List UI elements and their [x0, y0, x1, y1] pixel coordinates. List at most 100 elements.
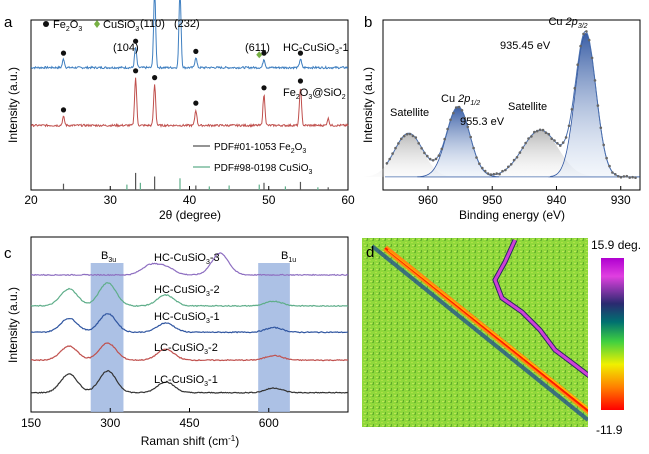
panel-a-x-ticks: 20 30 40 50 60: [24, 186, 355, 207]
panel-a-reference-bars: [62, 172, 329, 190]
raman-label-hc-3: HC-CuSiO3-3: [154, 252, 220, 266]
fe-marker: [297, 50, 304, 56]
xps-data-point: [498, 172, 501, 176]
xps-data-point: [446, 127, 449, 131]
xps-data-point: [492, 172, 496, 176]
xps-data-point: [475, 156, 478, 159]
xps-data-point: [402, 134, 406, 138]
xps-data-point: [530, 135, 533, 138]
peak-label-232: (232): [174, 18, 200, 30]
xps-data-point: [417, 142, 421, 145]
fe-marker: [193, 100, 199, 106]
xps-data-point: [457, 105, 461, 109]
xps-data-point: [550, 137, 553, 140]
panel-a-series: [30, 0, 349, 128]
fe-marker: [60, 107, 67, 113]
xps-data-point: [509, 163, 513, 166]
xps-data-point: [507, 165, 510, 169]
xps-data-point: [605, 156, 608, 160]
x-tick-label: 40: [183, 193, 197, 207]
xps-data-point: [567, 124, 571, 128]
xps-data-point: [391, 152, 394, 155]
panel-b-data-points: [385, 30, 637, 179]
xps-data-point: [564, 136, 568, 139]
xps-data-point: [625, 174, 629, 178]
peak-label-cu-2p32: Cu 2p3/2: [548, 16, 587, 30]
xps-data-point: [481, 166, 484, 170]
raman-band: [90, 263, 124, 412]
xps-data-point: [489, 173, 493, 176]
panel-b-x-ticks: 960 950 940 930: [418, 186, 631, 207]
satellite-label-right: Satellite: [508, 101, 547, 113]
raman-series-line-4: [30, 342, 348, 362]
raman-series-line-2: [30, 281, 349, 308]
xps-data-point: [472, 146, 475, 150]
band-label-b1u: B1u: [281, 250, 296, 264]
satellite-fill: [363, 133, 454, 177]
cu-legend-marker: [94, 20, 100, 28]
xps-data-point: [527, 137, 530, 140]
x-tick-label: 50: [262, 193, 276, 207]
series-label-hc-cusio3-1: HC-CuSiO3-1: [283, 42, 349, 56]
xps-data-point: [544, 131, 548, 134]
xps-data-point: [414, 136, 418, 139]
xps-data-point: [533, 130, 536, 134]
panel-c-series: [30, 252, 349, 394]
panel-a-ylabel: Intensity (a.u.): [6, 67, 20, 143]
panel-c-bands: [90, 263, 290, 412]
peak-label-cu-2p12: Cu 2p1/2: [441, 93, 480, 107]
xps-data-point: [541, 128, 545, 132]
xps-data-point: [616, 175, 620, 178]
fe-marker: [133, 38, 139, 44]
xps-data-point: [512, 158, 516, 162]
xps-data-point: [426, 154, 429, 158]
panel-a: a 20 30 40 50 60 Fe2O3 CuSiO3 (104) (110) (2…: [4, 0, 355, 222]
xps-data-point: [596, 104, 600, 107]
xps-data-point: [634, 176, 637, 179]
xps-data-point: [397, 142, 400, 145]
xps-data-point: [501, 169, 504, 173]
panel-b-frame: [382, 19, 641, 191]
xps-data-point: [622, 175, 626, 178]
xps-data-point: [449, 118, 452, 122]
panel-b-envelope: [385, 30, 640, 178]
fe-marker: [133, 68, 139, 74]
xps-data-point: [463, 116, 467, 120]
colorbar: [601, 258, 624, 410]
peak-label-611: (611): [245, 42, 270, 54]
panel-a-markers: [60, 38, 304, 113]
raman-label-lc-1: LC-CuSiO3-1: [154, 374, 218, 388]
fe-marker: [60, 50, 67, 56]
xps-data-point: [437, 154, 441, 157]
xps-data-point: [602, 143, 605, 147]
x-tick-label: 60: [341, 193, 355, 207]
xps-data-point: [573, 86, 577, 90]
raman-label-hc-2: HC-CuSiO3-2: [154, 284, 220, 298]
fe-marker: [261, 85, 267, 91]
xps-data-point: [628, 176, 631, 179]
xps-data-point: [443, 137, 447, 141]
panel-b-ylabel: Intensity (a.u.): [361, 67, 375, 143]
panel-c-x-ticks: 150 300 450 600: [21, 408, 279, 430]
x-tick-label: 20: [24, 193, 38, 207]
peak-label-104: (104): [113, 42, 139, 54]
cu-marker: [256, 51, 263, 59]
raman-series-line-1: [30, 252, 349, 277]
xps-data-point: [431, 159, 435, 162]
xps-data-point: [547, 132, 551, 136]
xps-data-point: [538, 128, 542, 132]
xps-data-point: [585, 30, 588, 33]
cu-legend-label: CuSiO3: [103, 19, 139, 33]
panel-b-peak-fills: [363, 32, 623, 178]
xps-data-point: [420, 147, 423, 150]
xps-data-point: [619, 175, 623, 179]
xps-data-point: [521, 146, 524, 149]
xps-data-point: [576, 63, 579, 66]
fe-legend-label: Fe2O3: [53, 19, 82, 33]
panel-d: d 15.9 deg. -11.9: [362, 238, 641, 437]
xps-data-point: [570, 108, 574, 111]
colorbar-min-label: -11.9: [596, 423, 623, 437]
fe-legend-marker: [43, 21, 49, 27]
xps-data-point: [524, 141, 527, 145]
